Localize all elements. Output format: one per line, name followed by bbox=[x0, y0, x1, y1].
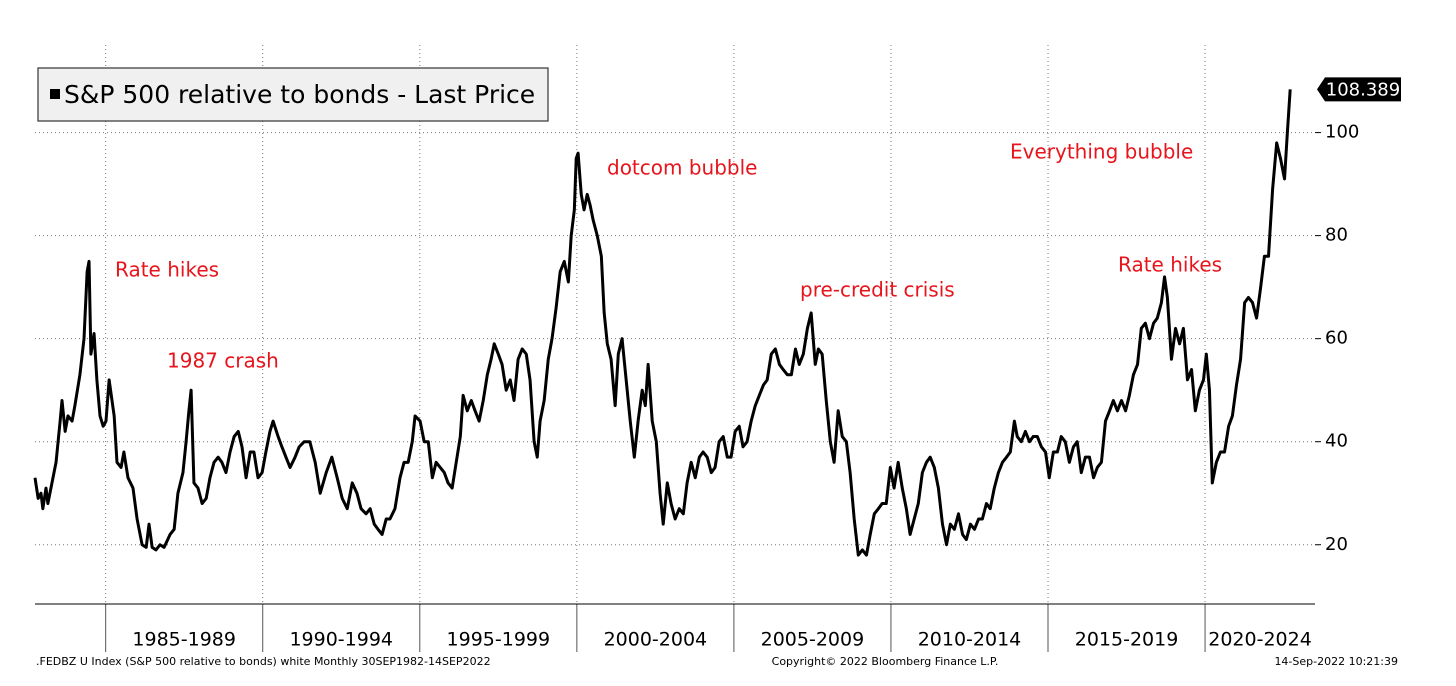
y-tick-label: 60 bbox=[1325, 328, 1348, 349]
y-tick-label: 100 bbox=[1325, 122, 1359, 143]
x-tick-label: 2015-2019 bbox=[1075, 629, 1179, 651]
legend-label: S&P 500 relative to bonds - Last Price bbox=[64, 80, 535, 109]
last-value-tag bbox=[1317, 77, 1401, 102]
annotation: dotcom bubble bbox=[607, 156, 757, 180]
annotation: pre-credit crisis bbox=[800, 278, 955, 302]
annotation: 1987 crash bbox=[167, 349, 279, 373]
annotation: Rate hikes bbox=[115, 258, 219, 282]
footer-center: Copyright© 2022 Bloomberg Finance L.P. bbox=[772, 655, 999, 668]
footer-right: 14-Sep-2022 10:21:39 bbox=[1274, 655, 1398, 668]
y-tick-label: 20 bbox=[1325, 534, 1348, 555]
x-tick-label: 1990-1994 bbox=[289, 629, 393, 651]
y-tick-label: 40 bbox=[1325, 431, 1348, 452]
legend-box bbox=[37, 67, 549, 122]
annotation: Rate hikes bbox=[1118, 253, 1222, 277]
x-tick-label: 2020-2024 bbox=[1208, 629, 1312, 651]
last-value-label: 108.389 bbox=[1326, 79, 1400, 100]
x-tick-label: 1995-1999 bbox=[447, 629, 551, 651]
x-tick-label: 2005-2009 bbox=[761, 629, 865, 651]
annotation: Everything bubble bbox=[1010, 140, 1193, 164]
line-series bbox=[33, 89, 1292, 557]
legend-marker bbox=[50, 89, 60, 99]
x-tick-label: 1985-1989 bbox=[132, 629, 236, 651]
y-tick-label: 80 bbox=[1325, 225, 1348, 246]
x-tick-label: 2000-2004 bbox=[604, 629, 708, 651]
footer-left: .FEDBZ U Index (S&P 500 relative to bond… bbox=[36, 655, 491, 668]
x-tick-label: 2010-2014 bbox=[918, 629, 1022, 651]
